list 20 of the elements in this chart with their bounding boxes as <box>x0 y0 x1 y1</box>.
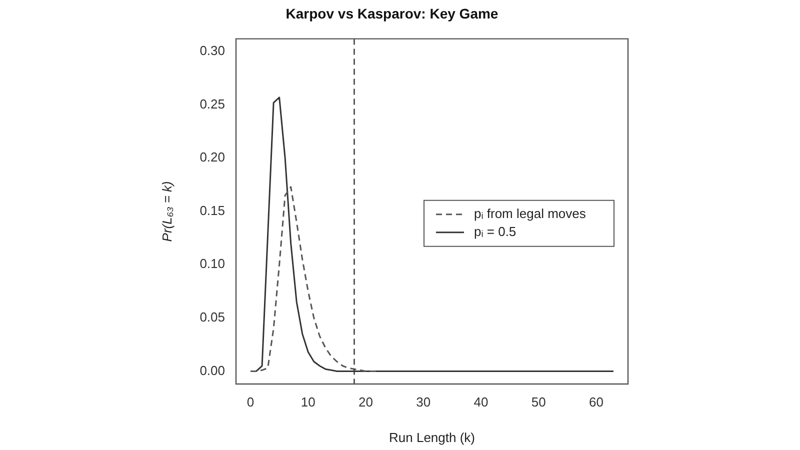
legend-label: pᵢ from legal moves <box>474 206 586 221</box>
x-tick-label: 0 <box>246 394 254 410</box>
y-tick-label: 0.20 <box>200 150 225 165</box>
y-tick-label: 0.30 <box>200 43 225 58</box>
line-series <box>250 186 378 372</box>
x-tick-label: 60 <box>588 394 604 410</box>
y-tick-label: 0.25 <box>200 96 225 112</box>
y-tick-label: 0.00 <box>200 362 225 378</box>
x-tick-label: 20 <box>358 394 373 410</box>
chart-title: Karpov vs Kasparov: Key Game <box>286 5 498 22</box>
x-axis-title: Run Length (k) <box>389 430 475 445</box>
x-tick-label: 10 <box>300 394 316 410</box>
x-tick-label: 50 <box>531 394 546 410</box>
x-tick-label: 30 <box>416 394 431 410</box>
y-tick-label: 0.05 <box>200 310 225 325</box>
y-tick-label: 0.10 <box>200 256 225 272</box>
x-tick-label: 40 <box>474 394 488 410</box>
y-tick-label: 0.15 <box>200 202 225 218</box>
y-axis-title: Pr(L₆₃ = k) <box>159 181 174 242</box>
legend-label: pᵢ = 0.5 <box>474 224 516 239</box>
